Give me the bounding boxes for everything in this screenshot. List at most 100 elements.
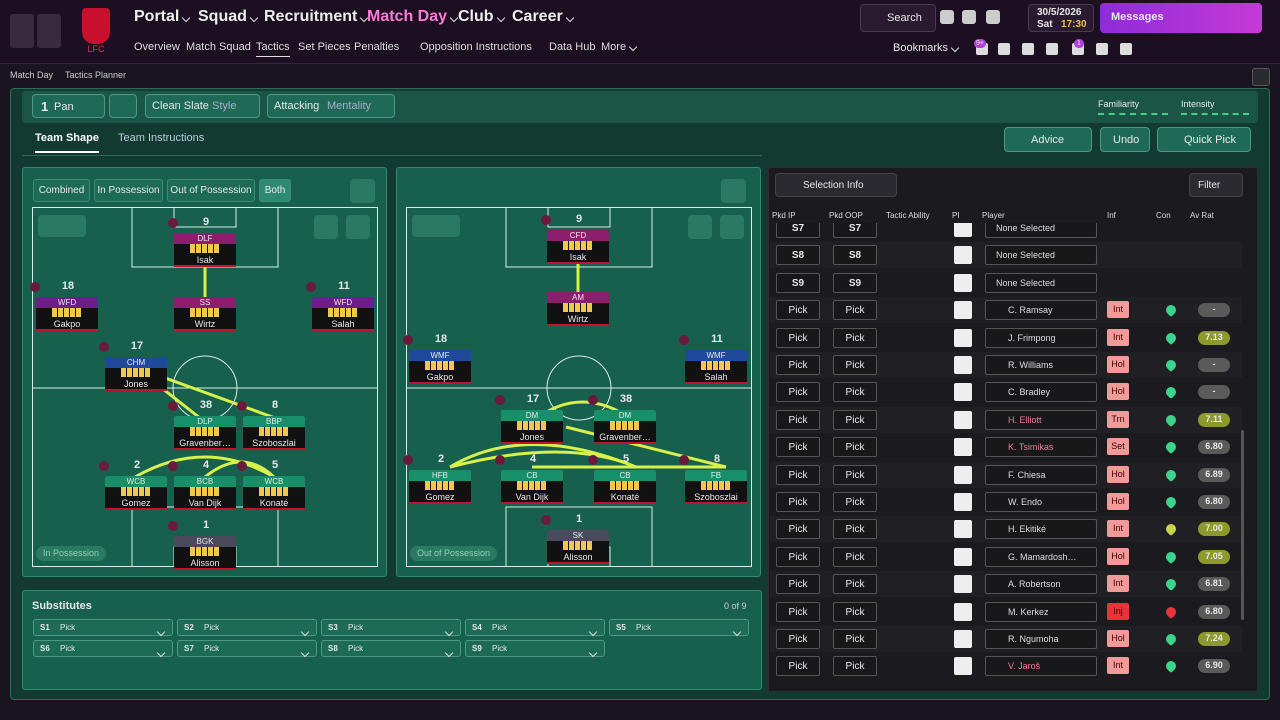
player-card[interactable]: SS Wirtz	[174, 297, 236, 331]
pick-box[interactable]: Pick	[776, 327, 820, 348]
menu-item[interactable]: Squad	[198, 9, 259, 25]
pick-box[interactable]: Pick	[833, 437, 877, 458]
sub-slot[interactable]: S3 Pick	[321, 619, 461, 637]
settings-button[interactable]	[350, 179, 375, 203]
settings-button[interactable]	[721, 179, 746, 203]
player-card[interactable]: 38 DM Gravenber…	[588, 394, 656, 444]
pick-box[interactable]: Pick	[833, 327, 877, 348]
player-card[interactable]: 2 HFB Gomez	[403, 454, 471, 504]
menu-item[interactable]: Recruitment	[264, 9, 369, 25]
player-select[interactable]: H. Ekitiké	[985, 519, 1097, 540]
player-card[interactable]: 11 WFD Salah	[306, 281, 374, 331]
sub-slot[interactable]: S1 Pick	[33, 619, 173, 637]
player-select[interactable]: V. Jaroš	[985, 656, 1097, 677]
pick-box[interactable]: Pick	[833, 574, 877, 595]
player-card[interactable]: 11 WMF Salah	[679, 334, 747, 384]
pi-button[interactable]	[954, 301, 972, 320]
pick-box[interactable]: Pick	[833, 601, 877, 622]
pick-box[interactable]: Pick	[833, 355, 877, 375]
tab[interactable]: Team Shape	[35, 133, 99, 153]
player-card[interactable]: 1 SK Alisson	[541, 514, 609, 564]
pi-button[interactable]	[954, 328, 972, 347]
pick-box[interactable]: Pick	[776, 546, 820, 567]
action-button[interactable]: Advice	[1004, 127, 1092, 152]
pi-button[interactable]	[954, 438, 972, 457]
pick-box[interactable]: Pick	[776, 437, 820, 458]
menu-item[interactable]: Club	[458, 9, 506, 25]
player-card[interactable]: 18 WFD Gakpo	[30, 281, 98, 331]
pi-button[interactable]	[954, 602, 972, 621]
player-select[interactable]: C. Ramsay	[985, 300, 1097, 321]
nav-icon[interactable]	[940, 10, 954, 24]
pick-box[interactable]: Pick	[833, 300, 877, 321]
player-select[interactable]: R. Williams	[985, 355, 1097, 375]
forward-button[interactable]	[37, 14, 61, 48]
pick-box[interactable]: Pick	[833, 629, 877, 649]
quick-icon[interactable]	[1096, 43, 1108, 55]
pi-button[interactable]	[954, 547, 972, 566]
sub-slot[interactable]: S6 Pick	[33, 640, 173, 658]
player-card[interactable]: 9 DLF Isak	[168, 217, 236, 267]
style-select[interactable]: Clean Slate Style	[145, 94, 260, 118]
player-card[interactable]: AM Wirtz	[547, 292, 609, 326]
back-button[interactable]	[10, 14, 34, 48]
pick-box[interactable]: Pick	[776, 382, 820, 403]
pi-button[interactable]	[954, 273, 972, 292]
action-button[interactable]: Quick Pick	[1157, 127, 1251, 152]
player-card[interactable]: 8 FB Szoboszlai	[679, 454, 747, 504]
player-select[interactable]: W. Endo	[985, 492, 1097, 512]
messages-button[interactable]: Messages	[1100, 3, 1262, 33]
mentality-select[interactable]: Attacking Mentality	[267, 94, 395, 118]
pick-box[interactable]: Pick	[776, 574, 820, 595]
submenu-item[interactable]: Tactics	[256, 42, 290, 57]
bookmarks[interactable]: Bookmarks	[893, 43, 960, 54]
pick-box[interactable]: Pick	[776, 300, 820, 321]
tool-button[interactable]	[314, 215, 338, 239]
pi-button[interactable]	[954, 520, 972, 539]
player-select[interactable]: M. Kerkez	[985, 601, 1097, 622]
pi-button[interactable]	[954, 575, 972, 594]
eye-dropdown[interactable]	[38, 215, 86, 237]
sub-slot[interactable]: S7 Pick	[177, 640, 317, 658]
pick-box[interactable]: Pick	[776, 601, 820, 622]
submenu-item[interactable]: Set Pieces	[298, 41, 351, 53]
player-select[interactable]: R. Ngumoha	[985, 629, 1097, 649]
tactic-select[interactable]: 1 Pan	[32, 94, 105, 118]
submenu-item[interactable]: Penalties	[354, 41, 400, 53]
pi-button[interactable]	[954, 630, 972, 648]
pick-box[interactable]: Pick	[776, 629, 820, 649]
player-card[interactable]: 1 BGK Alisson	[168, 520, 236, 570]
submenu-item[interactable]: Match Squad	[186, 41, 251, 53]
submenu-item[interactable]: More	[601, 42, 638, 53]
quick-icon[interactable]	[1120, 43, 1132, 55]
eye-dropdown[interactable]	[412, 215, 460, 237]
player-card[interactable]: 5 WCB Konaté	[237, 460, 305, 510]
pick-box[interactable]: Pick	[776, 409, 820, 430]
tool-button[interactable]	[346, 215, 370, 239]
menu-item[interactable]: Career	[512, 9, 575, 25]
submenu-item[interactable]: Data Hub	[549, 41, 596, 53]
pi-button[interactable]	[954, 410, 972, 429]
pick-box[interactable]: Pick	[833, 656, 877, 677]
pick-box[interactable]: Pick	[833, 492, 877, 512]
pick-box[interactable]: Pick	[833, 409, 877, 430]
pi-button[interactable]	[954, 465, 972, 484]
sub-slot[interactable]: S5 Pick	[609, 619, 749, 637]
sub-slot[interactable]: S2 Pick	[177, 619, 317, 637]
pick-box[interactable]: Pick	[776, 519, 820, 540]
pick-box[interactable]: Pick	[776, 355, 820, 375]
pi-button[interactable]	[954, 223, 972, 237]
menu-item[interactable]: Portal	[134, 9, 191, 25]
player-select[interactable]: C. Bradley	[985, 382, 1097, 403]
player-card[interactable]: 4 BCB Van Dijk	[168, 460, 236, 510]
filter-button[interactable]: Filter	[1189, 173, 1243, 197]
menu-item[interactable]: Match Day	[367, 9, 459, 25]
player-card[interactable]: 5 CB Konaté	[588, 454, 656, 504]
player-select[interactable]: K. Tsimikas	[985, 437, 1097, 458]
action-button[interactable]: Undo	[1100, 127, 1150, 152]
pick-box[interactable]: Pick	[776, 656, 820, 677]
pick-box[interactable]: S8	[833, 245, 877, 266]
nav-icon[interactable]	[962, 10, 976, 24]
player-card[interactable]: 8 BBP Szoboszlai	[237, 400, 305, 450]
pi-button[interactable]	[954, 493, 972, 511]
